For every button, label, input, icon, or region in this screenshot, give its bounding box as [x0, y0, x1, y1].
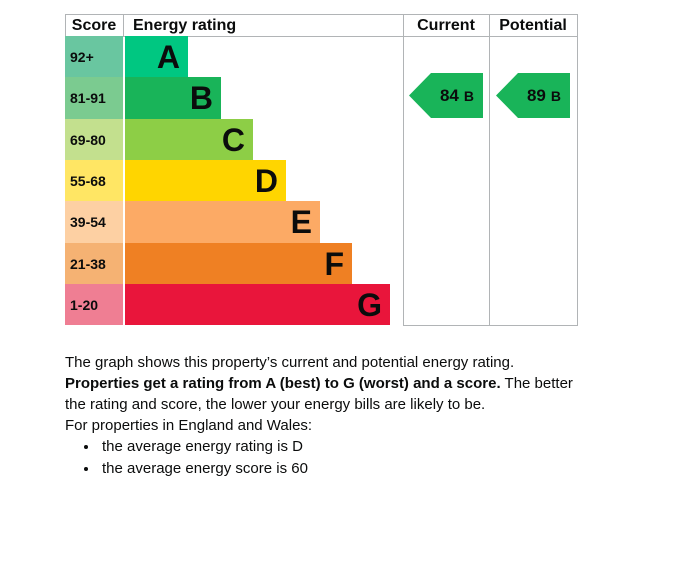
band-row: 1-20 G — [65, 284, 578, 325]
rating-bar: B — [125, 77, 221, 119]
column-header-current: Current — [417, 17, 475, 34]
left-arrow-shape — [496, 73, 570, 118]
band-row: 55-68 D — [65, 160, 578, 201]
rating-letter: E — [290, 204, 312, 240]
rating-letter: F — [324, 245, 344, 282]
band-row: 39-54 E — [65, 201, 578, 243]
score-range-cell: 21-38 — [65, 243, 123, 284]
potential-score: 89 — [526, 85, 546, 105]
band-row: 92+ A — [65, 36, 578, 77]
table-right-border — [577, 14, 578, 326]
rating-letter: D — [254, 162, 278, 199]
rating-bar: E — [125, 201, 320, 243]
score-column-divider — [123, 14, 124, 36]
chart-description: The graph shows this property’s current … — [65, 352, 581, 480]
column-header-energy-rating: Energy rating — [133, 17, 237, 34]
current-rating-arrow: 84 B — [409, 73, 483, 118]
header-bottom-border — [65, 36, 578, 37]
current-column-divider — [403, 14, 404, 326]
left-arrow-shape — [409, 73, 483, 118]
score-range-cell: 69-80 — [65, 119, 123, 160]
header-left-border — [65, 14, 66, 36]
rating-letter: G — [357, 286, 382, 323]
column-header-potential: Potential — [499, 17, 567, 34]
table-top-border — [65, 14, 578, 15]
potential-rating-arrow: 89 B — [496, 73, 570, 118]
band-row: 69-80 C — [65, 119, 578, 160]
rating-bar: G — [125, 284, 390, 325]
rating-bar: C — [125, 119, 253, 160]
average-stats-list: the average energy rating is D the avera… — [65, 436, 581, 480]
rating-letter: B — [189, 80, 213, 116]
score-range-cell: 39-54 — [65, 201, 123, 243]
score-range-cell: 1-20 — [65, 284, 123, 325]
band-row: 21-38 F — [65, 243, 578, 284]
potential-letter: B — [550, 87, 562, 104]
rating-letter: C — [221, 121, 245, 158]
potential-rating-label: 89 B — [518, 73, 570, 118]
current-score: 84 — [439, 85, 459, 105]
score-range-cell: 81-91 — [65, 77, 123, 119]
table-bottom-border — [403, 325, 578, 326]
current-rating-label: 84 B — [431, 73, 483, 118]
england-wales-intro: For properties in England and Wales: — [65, 417, 313, 434]
score-range-cell: 92+ — [65, 36, 123, 77]
potential-column-divider — [489, 14, 490, 326]
current-letter: B — [463, 87, 475, 104]
rating-bar: F — [125, 243, 352, 284]
rating-bar: D — [125, 160, 286, 201]
average-rating-item: the average energy rating is D — [99, 436, 581, 458]
graph-caption: The graph shows this property’s current … — [65, 354, 515, 371]
rating-explanation-rest: The better the rating and score, the low… — [65, 375, 573, 413]
rating-letter: A — [156, 38, 180, 75]
column-header-score: Score — [71, 17, 117, 34]
average-score-item: the average energy score is 60 — [99, 458, 581, 480]
rating-explanation: Properties get a rating from A (best) to… — [65, 373, 581, 415]
band-row: 81-91 B — [65, 77, 578, 119]
rating-bar: A — [125, 36, 188, 77]
rating-explanation-bold: Properties get a rating from A (best) to… — [65, 375, 501, 392]
energy-rating-chart: Score Energy rating Current Potential 92… — [65, 14, 578, 326]
score-range-cell: 55-68 — [65, 160, 123, 201]
